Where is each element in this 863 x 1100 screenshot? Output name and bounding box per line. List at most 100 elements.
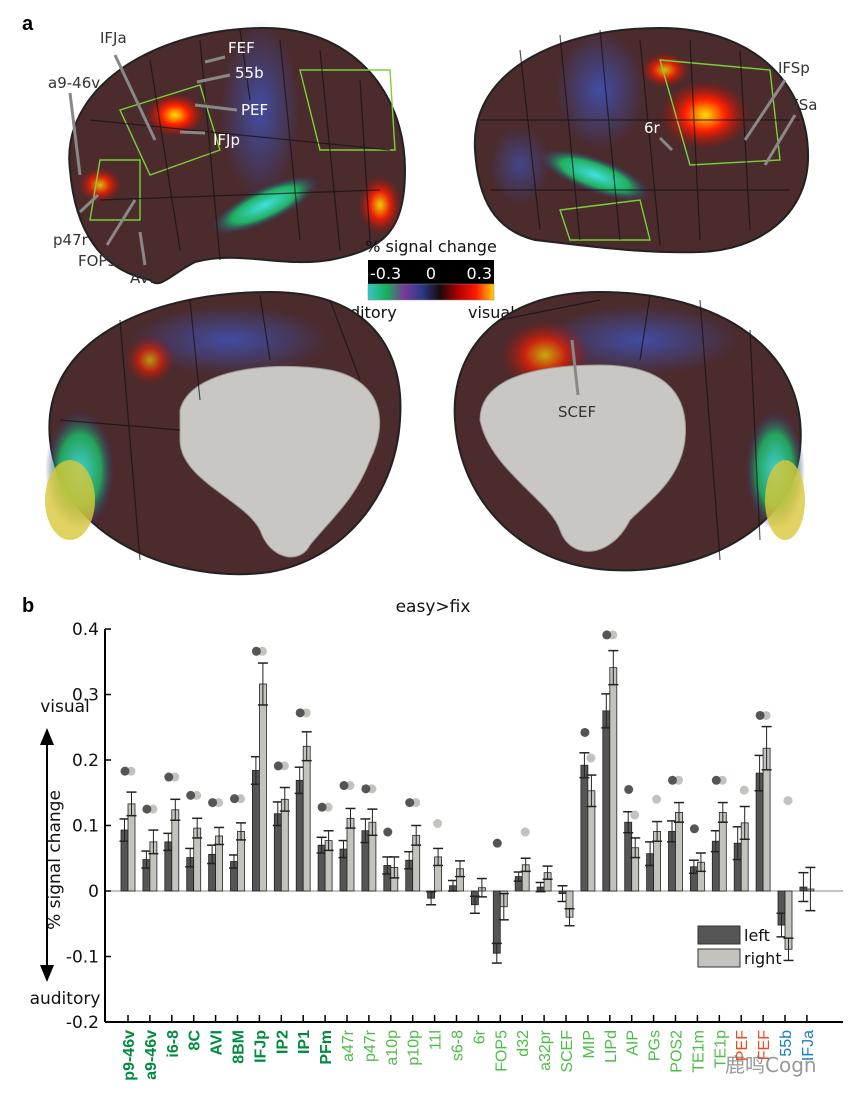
x-tick-label: p9-46v: [121, 1030, 138, 1081]
visual-auditory-arrow: [40, 728, 54, 982]
significance-dot-left: [580, 727, 590, 737]
label-IFSa: IFSa: [786, 96, 818, 114]
bar-right: [609, 667, 618, 892]
x-tick-label: 11l: [428, 1030, 445, 1050]
colorbar-max: 0.3: [467, 264, 492, 283]
significance-dot-left: [711, 775, 721, 785]
x-tick-label: p47r: [362, 1029, 379, 1062]
colorbar: % signal change -0.3 0 0.3 auditory visu…: [330, 237, 515, 322]
y-tick-label: 0.2: [72, 751, 99, 771]
bar-right: [171, 809, 180, 892]
x-tick-label: POS2: [669, 1030, 686, 1073]
bar-left: [602, 710, 611, 892]
x-tick-label: 8BM: [231, 1030, 248, 1064]
bar-left: [580, 764, 589, 892]
significance-dot-left: [361, 784, 371, 794]
x-tick-label: 6r: [471, 1029, 488, 1044]
significance-dot-right: [630, 810, 640, 820]
significance-dot-left: [668, 775, 677, 785]
significance-dot-right: [586, 753, 596, 763]
label-FOP5: FOP5: [78, 252, 117, 270]
x-tick-label: IP1: [296, 1030, 313, 1054]
x-tick-label: a10p: [384, 1030, 401, 1066]
x-tick-label: FEF: [756, 1030, 773, 1060]
significance-dot-right: [652, 794, 662, 804]
bar-right: [280, 798, 289, 892]
significance-dot-right: [433, 819, 443, 829]
x-tick-label: AIP: [625, 1030, 642, 1056]
bar-chart: -0.2-0.100.10.20.30.4p9-46v a9-46v i6-8 8C A…: [66, 620, 843, 1081]
panel-a-letter: a: [22, 13, 34, 35]
x-tick-label: 8C: [187, 1030, 204, 1051]
significance-dot-left: [120, 766, 130, 776]
significance-dot-left: [624, 784, 634, 794]
legend-left-label: left: [744, 926, 770, 945]
legend-right-label: right: [744, 949, 782, 968]
label-FEF: FEF: [228, 39, 255, 57]
label-IFSp: IFSp: [778, 59, 810, 77]
y-tick-label: 0.1: [72, 817, 99, 837]
bar-left: [295, 779, 304, 892]
x-tick-label: a9-46v: [143, 1030, 160, 1080]
significance-dot-left: [492, 838, 502, 848]
x-tick-label: TE1p: [712, 1030, 729, 1068]
x-tick-label: LIPd: [603, 1030, 620, 1063]
chart-title: easy>fix: [396, 597, 471, 617]
x-tick-label: IP2: [274, 1030, 291, 1054]
brain-medial-right: SCEF: [453, 290, 805, 572]
brain-lateral-left: [68, 20, 407, 285]
bar-right: [127, 803, 136, 892]
x-tick-label: 55b: [778, 1030, 795, 1057]
y-tick-label: 0.4: [72, 620, 99, 640]
x-tick-label: d32: [515, 1030, 532, 1057]
bar-right: [258, 683, 267, 892]
x-tick-label: TE1m: [690, 1030, 707, 1073]
label-6r: 6r: [644, 119, 661, 137]
colorbar-min: -0.3: [370, 264, 401, 283]
x-tick-label: a32pr: [537, 1029, 554, 1071]
significance-dot-left: [230, 794, 239, 804]
legend: left right: [697, 925, 782, 968]
colorbar-mid: 0: [426, 264, 436, 283]
significance-dot-right: [520, 827, 530, 837]
bar-right: [346, 817, 355, 892]
significance-dot-right: [783, 796, 793, 806]
x-tick-label: IFJp: [252, 1030, 269, 1063]
arrow-up-label: visual: [40, 697, 90, 717]
brain-medial-left: [45, 290, 402, 576]
significance-dot-left: [383, 827, 393, 837]
x-tick-label: s6-8: [450, 1030, 467, 1061]
bar-right: [718, 812, 727, 892]
watermark: 鹿鸣Cogn: [725, 1053, 817, 1077]
arrow-down-label: auditory: [30, 989, 101, 1009]
significance-dot-left: [208, 798, 218, 808]
significance-dot-left: [689, 824, 699, 834]
bar-right: [675, 812, 683, 892]
label-AVI: AVI: [130, 269, 154, 287]
significance-dot-left: [186, 790, 196, 800]
panel-b-letter: b: [22, 595, 34, 617]
y-tick-label: 0.3: [72, 686, 99, 706]
colorbar-title: % signal change: [365, 237, 497, 256]
label-IFJa: IFJa: [100, 29, 127, 47]
brain-lateral-right: [473, 26, 810, 254]
x-tick-label: MIP: [581, 1030, 598, 1058]
x-tick-label: FOP5: [493, 1030, 510, 1072]
y-tick-label: -0.1: [66, 948, 99, 968]
significance-dot-left: [164, 772, 174, 782]
significance-dot-left: [339, 781, 349, 791]
significance-dot-left: [295, 708, 305, 718]
x-tick-label: IFJa: [800, 1030, 817, 1061]
bar-left: [251, 770, 260, 892]
significance-dot-left: [251, 646, 261, 656]
y-axis-label: % signal change: [45, 790, 65, 930]
legend-left-swatch: [697, 925, 741, 945]
brain-lateral-right-labels: IFSp IFSa 6r: [644, 59, 818, 166]
x-tick-label: PFm: [318, 1030, 335, 1065]
x-tick-label: a47r: [340, 1029, 357, 1062]
x-tick-label: i6-8: [165, 1030, 182, 1058]
x-tick-label: PEF: [734, 1030, 751, 1061]
label-SCEF: SCEF: [558, 403, 596, 421]
x-tick-label: p10p: [406, 1030, 423, 1066]
